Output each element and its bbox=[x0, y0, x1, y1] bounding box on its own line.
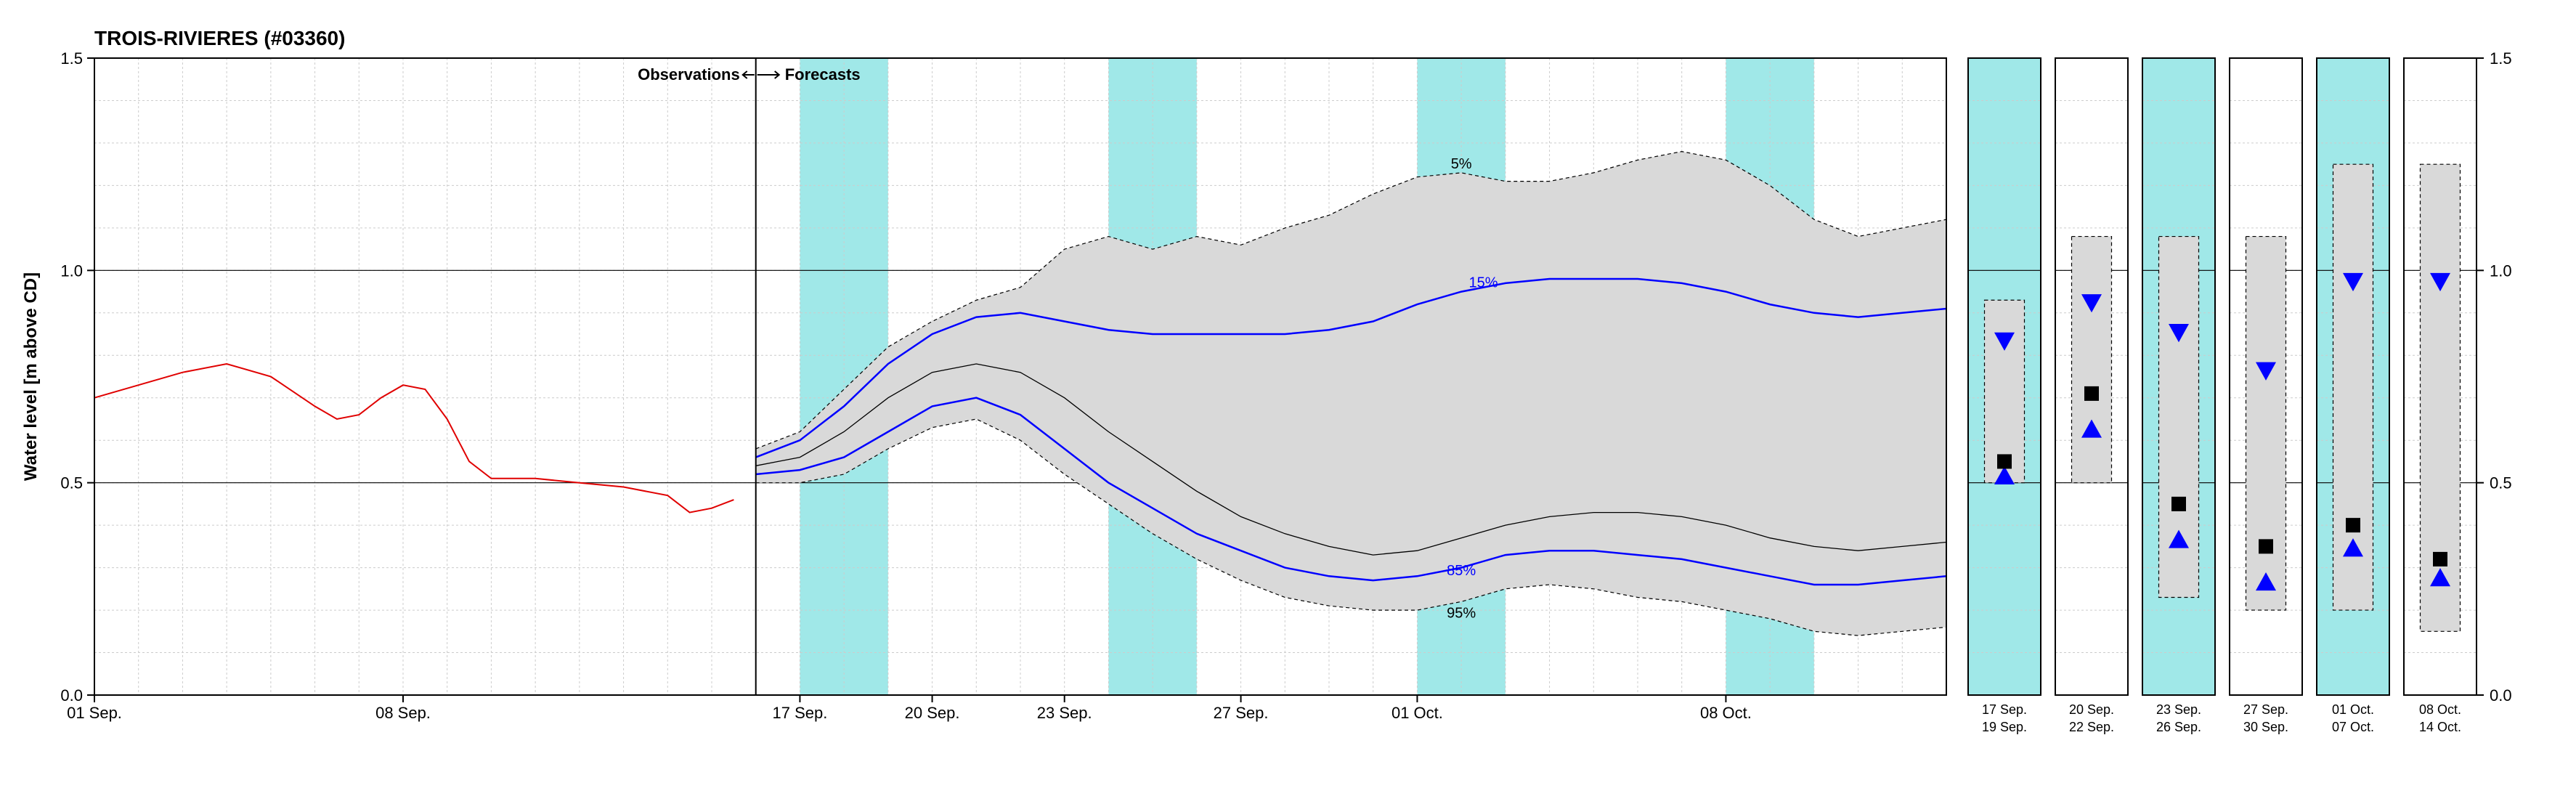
small-panel-bottom-label: 22 Sep. bbox=[2069, 720, 2114, 734]
median-marker-icon bbox=[2171, 497, 2186, 511]
p15-label: 15% bbox=[1468, 275, 1498, 291]
median-marker-icon bbox=[2433, 552, 2447, 567]
xtick-label: 27 Sep. bbox=[1214, 704, 1269, 722]
small-panel-top-label: 01 Oct. bbox=[2332, 702, 2374, 717]
small-panel-top-label: 08 Oct. bbox=[2419, 702, 2461, 717]
small-panel-bottom-label: 07 Oct. bbox=[2332, 720, 2374, 734]
small-panel-top-label: 20 Sep. bbox=[2069, 702, 2114, 717]
ytick-label: 1.5 bbox=[60, 49, 83, 68]
p5-label: 5% bbox=[1451, 156, 1472, 172]
forecasts-label: Forecasts bbox=[785, 65, 861, 84]
forecast-box bbox=[2246, 237, 2286, 611]
small-panel-bottom-label: 14 Oct. bbox=[2419, 720, 2461, 734]
p95-label: 95% bbox=[1447, 605, 1476, 621]
median-marker-icon bbox=[2259, 539, 2273, 553]
small-panel-bottom-label: 26 Sep. bbox=[2156, 720, 2201, 734]
ytick-label-right: 1.5 bbox=[2490, 49, 2512, 68]
small-panel-bottom-label: 30 Sep. bbox=[2243, 720, 2288, 734]
p85-label: 85% bbox=[1447, 563, 1476, 579]
small-panel-top-label: 17 Sep. bbox=[1982, 702, 2027, 717]
ytick-label-right: 0.0 bbox=[2490, 686, 2512, 704]
xtick-label: 20 Sep. bbox=[905, 704, 960, 722]
median-marker-icon bbox=[2084, 386, 2099, 401]
xtick-label: 08 Sep. bbox=[375, 704, 431, 722]
chart-title: TROIS-RIVIERES (#03360) bbox=[94, 27, 345, 49]
small-panel-top-label: 27 Sep. bbox=[2243, 702, 2288, 717]
small-panel-bottom-label: 19 Sep. bbox=[1982, 720, 2027, 734]
small-panel-top-label: 23 Sep. bbox=[2156, 702, 2201, 717]
ytick-label: 1.0 bbox=[60, 261, 83, 280]
ytick-label: 0.0 bbox=[60, 686, 83, 704]
y-axis-label: Water level [m above CD] bbox=[21, 272, 41, 481]
xtick-label: 23 Sep. bbox=[1037, 704, 1092, 722]
observations-label: Observations bbox=[638, 65, 740, 84]
xtick-label: 17 Sep. bbox=[773, 704, 828, 722]
xtick-label: 01 Sep. bbox=[67, 704, 122, 722]
median-marker-icon bbox=[1997, 454, 2012, 468]
chart-root: 5% 15% 85% 95% Observations Forecasts 0.0 0.5 1… bbox=[15, 15, 2561, 789]
ytick-label: 0.5 bbox=[60, 474, 83, 492]
xtick-label: 01 Oct. bbox=[1391, 704, 1443, 722]
median-marker-icon bbox=[2346, 518, 2360, 532]
xtick-label: 08 Oct. bbox=[1700, 704, 1752, 722]
ytick-label-right: 0.5 bbox=[2490, 474, 2512, 492]
forecast-box bbox=[2072, 237, 2112, 483]
forecast-chart: 5% 15% 85% 95% Observations Forecasts 0.0 0.5 1… bbox=[15, 15, 2576, 789]
ytick-label-right: 1.0 bbox=[2490, 261, 2512, 280]
